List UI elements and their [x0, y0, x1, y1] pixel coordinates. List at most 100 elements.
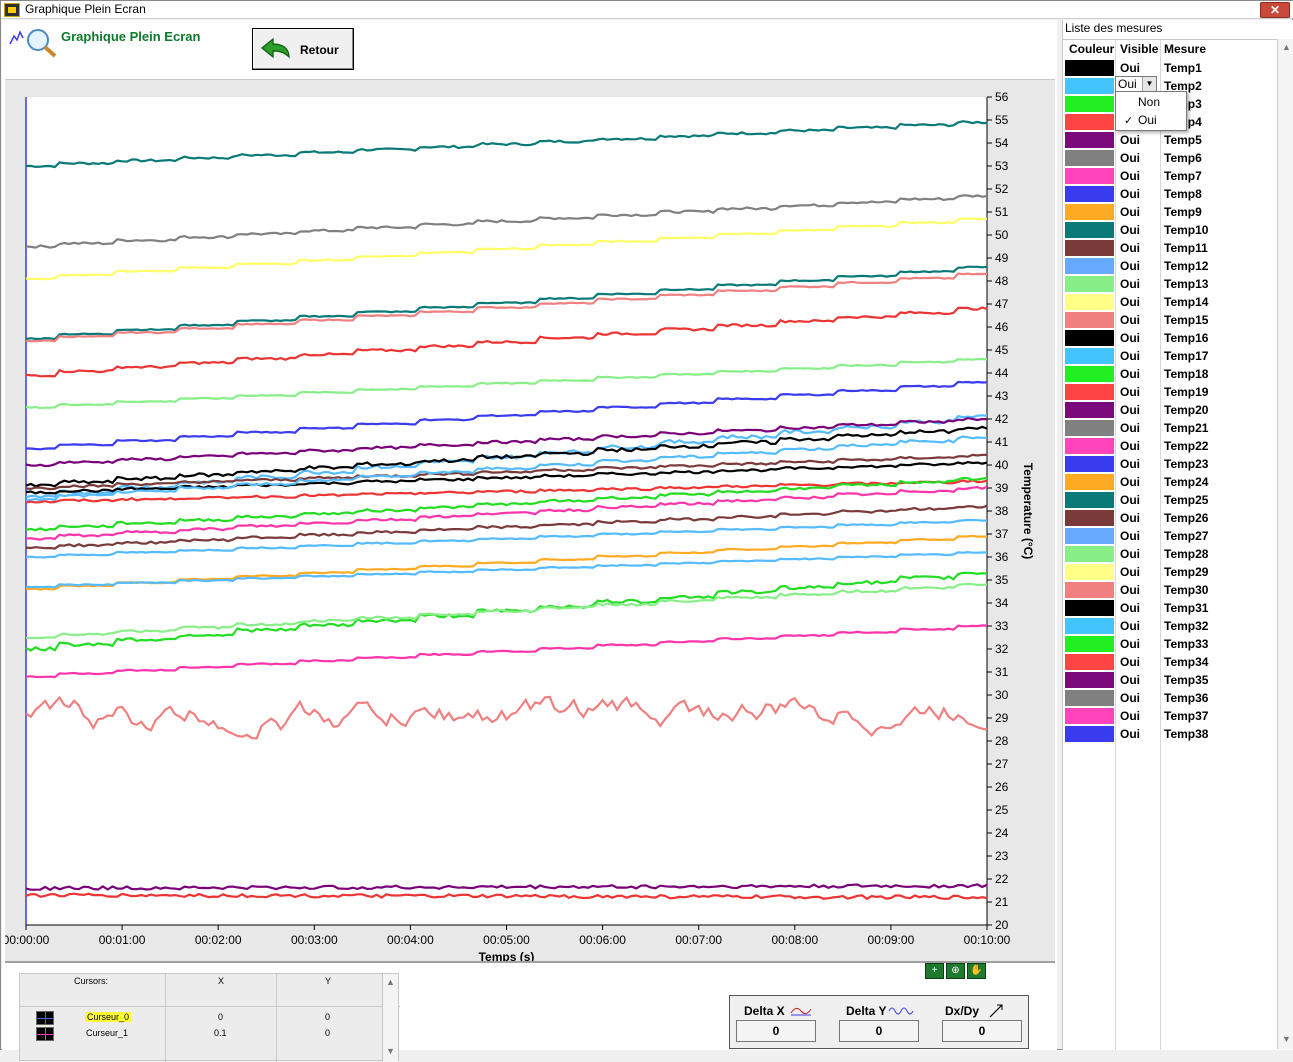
measure-color-swatch[interactable]: [1065, 78, 1114, 94]
measure-row[interactable]: Oui Temp35: [1063, 671, 1275, 689]
measure-color-swatch[interactable]: [1065, 564, 1114, 580]
pan-hand-icon[interactable]: ✋: [967, 963, 986, 979]
measure-color-swatch[interactable]: [1065, 546, 1114, 562]
cursor-1-name[interactable]: Curseur_1: [86, 1028, 129, 1038]
option-oui[interactable]: Oui: [1138, 113, 1157, 127]
measure-color-swatch[interactable]: [1065, 510, 1114, 526]
measure-color-swatch[interactable]: [1065, 240, 1114, 256]
measure-color-swatch[interactable]: [1065, 204, 1114, 220]
measure-color-swatch[interactable]: [1065, 222, 1114, 238]
measure-visible[interactable]: Oui: [1120, 583, 1140, 597]
measure-color-swatch[interactable]: [1065, 258, 1114, 274]
measure-visible[interactable]: Oui: [1120, 601, 1140, 615]
option-non[interactable]: Non: [1138, 95, 1161, 109]
measure-row[interactable]: Oui Temp22: [1063, 437, 1275, 455]
measure-color-swatch[interactable]: [1065, 150, 1114, 166]
measure-row[interactable]: Oui Temp10: [1063, 221, 1275, 239]
measure-visible[interactable]: Oui: [1120, 205, 1140, 219]
measure-row[interactable]: Oui Temp34: [1063, 653, 1275, 671]
measure-visible[interactable]: Oui: [1120, 655, 1140, 669]
measure-row[interactable]: Oui Temp1: [1063, 59, 1275, 77]
measure-visible[interactable]: Oui: [1120, 565, 1140, 579]
measure-row[interactable]: Oui Temp21: [1063, 419, 1275, 437]
measure-visible[interactable]: Oui: [1120, 151, 1140, 165]
measure-visible[interactable]: Oui: [1120, 331, 1140, 345]
measure-row[interactable]: Oui Temp16: [1063, 329, 1275, 347]
measure-color-swatch[interactable]: [1065, 384, 1114, 400]
measure-color-swatch[interactable]: [1065, 582, 1114, 598]
measure-color-swatch[interactable]: [1065, 402, 1114, 418]
temperature-chart[interactable]: 56 55 54 53 52 51 50 49 48 47 46 45 44 43 42 41 40 39 38 37…: [5, 80, 1055, 962]
measure-row[interactable]: Oui Temp38: [1063, 725, 1275, 743]
measure-row[interactable]: Oui Temp31: [1063, 599, 1275, 617]
measure-color-swatch[interactable]: [1065, 672, 1114, 688]
measure-color-swatch[interactable]: [1065, 294, 1114, 310]
measure-visible[interactable]: Oui: [1120, 439, 1140, 453]
measure-row[interactable]: Oui Temp15: [1063, 311, 1275, 329]
measure-color-swatch[interactable]: [1065, 654, 1114, 670]
measure-visible[interactable]: Oui: [1120, 529, 1140, 543]
measure-row[interactable]: Oui Temp37: [1063, 707, 1275, 725]
cursor-0-swatch[interactable]: [36, 1011, 54, 1025]
measure-row[interactable]: Oui Temp14: [1063, 293, 1275, 311]
measure-visible[interactable]: Oui: [1120, 259, 1140, 273]
measure-visible[interactable]: Oui: [1120, 709, 1140, 723]
measure-color-swatch[interactable]: [1065, 132, 1114, 148]
measure-row[interactable]: Oui Temp29: [1063, 563, 1275, 581]
scroll-up-icon[interactable]: ▲: [386, 977, 395, 987]
measure-color-swatch[interactable]: [1065, 474, 1114, 490]
measure-color-swatch[interactable]: [1065, 114, 1114, 130]
measure-color-swatch[interactable]: [1065, 348, 1114, 364]
measure-visible[interactable]: Oui: [1120, 241, 1140, 255]
measure-visible[interactable]: Oui: [1120, 313, 1140, 327]
measure-color-swatch[interactable]: [1065, 438, 1114, 454]
measure-color-swatch[interactable]: [1065, 492, 1114, 508]
measure-visible[interactable]: Oui: [1120, 295, 1140, 309]
measure-visible[interactable]: Oui: [1120, 169, 1140, 183]
measure-visible[interactable]: Oui: [1120, 223, 1140, 237]
measure-color-swatch[interactable]: [1065, 618, 1114, 634]
measure-color-swatch[interactable]: [1065, 330, 1114, 346]
scroll-down-icon[interactable]: ▼: [386, 1046, 395, 1056]
measure-color-swatch[interactable]: [1065, 186, 1114, 202]
measure-row[interactable]: Oui Temp23: [1063, 455, 1275, 473]
measure-row[interactable]: Oui Temp32: [1063, 617, 1275, 635]
measure-visible[interactable]: Oui: [1120, 277, 1140, 291]
measure-color-swatch[interactable]: [1065, 708, 1114, 724]
measure-visible[interactable]: Oui: [1120, 493, 1140, 507]
measure-row[interactable]: Oui Temp25: [1063, 491, 1275, 509]
measure-row[interactable]: Oui Temp26: [1063, 509, 1275, 527]
measure-visible[interactable]: Oui: [1120, 187, 1140, 201]
cursor-0-name[interactable]: Curseur_0: [85, 1012, 132, 1022]
measure-visible[interactable]: Oui: [1120, 367, 1140, 381]
measure-visible[interactable]: Oui: [1120, 511, 1140, 525]
measure-color-swatch[interactable]: [1065, 600, 1114, 616]
measure-row[interactable]: Oui Temp36: [1063, 689, 1275, 707]
measure-row[interactable]: Oui Temp30: [1063, 581, 1275, 599]
measure-row[interactable]: Oui Temp6: [1063, 149, 1275, 167]
measure-visible[interactable]: Oui: [1120, 421, 1140, 435]
cursor-1-swatch[interactable]: [36, 1027, 54, 1041]
zoom-tool-icon[interactable]: ⊕: [946, 963, 965, 979]
cursor-scrollbar[interactable]: ▲ ▼: [382, 974, 398, 1062]
measure-visible[interactable]: Oui: [1120, 385, 1140, 399]
measure-visible[interactable]: Oui: [1120, 61, 1140, 75]
measure-row[interactable]: Oui Temp11: [1063, 239, 1275, 257]
measure-color-swatch[interactable]: [1065, 726, 1114, 742]
scroll-down-icon[interactable]: ▼: [1282, 1034, 1291, 1044]
measure-visible[interactable]: Oui: [1120, 619, 1140, 633]
measure-row[interactable]: Oui Temp17: [1063, 347, 1275, 365]
measure-visible[interactable]: Oui: [1120, 133, 1140, 147]
measure-visible[interactable]: Oui: [1120, 637, 1140, 651]
measures-scrollbar[interactable]: ▲ ▼: [1277, 39, 1293, 1049]
measure-color-swatch[interactable]: [1065, 528, 1114, 544]
measure-visible[interactable]: Oui: [1120, 457, 1140, 471]
measure-color-swatch[interactable]: [1065, 276, 1114, 292]
cursor-tool-icon[interactable]: +: [925, 963, 944, 979]
measure-row[interactable]: Oui Temp27: [1063, 527, 1275, 545]
measure-row[interactable]: Oui Temp24: [1063, 473, 1275, 491]
retour-button[interactable]: Retour: [252, 28, 354, 70]
measure-color-swatch[interactable]: [1065, 690, 1114, 706]
measure-row[interactable]: Oui Temp5: [1063, 131, 1275, 149]
chevron-down-icon[interactable]: ▼: [1142, 77, 1156, 91]
